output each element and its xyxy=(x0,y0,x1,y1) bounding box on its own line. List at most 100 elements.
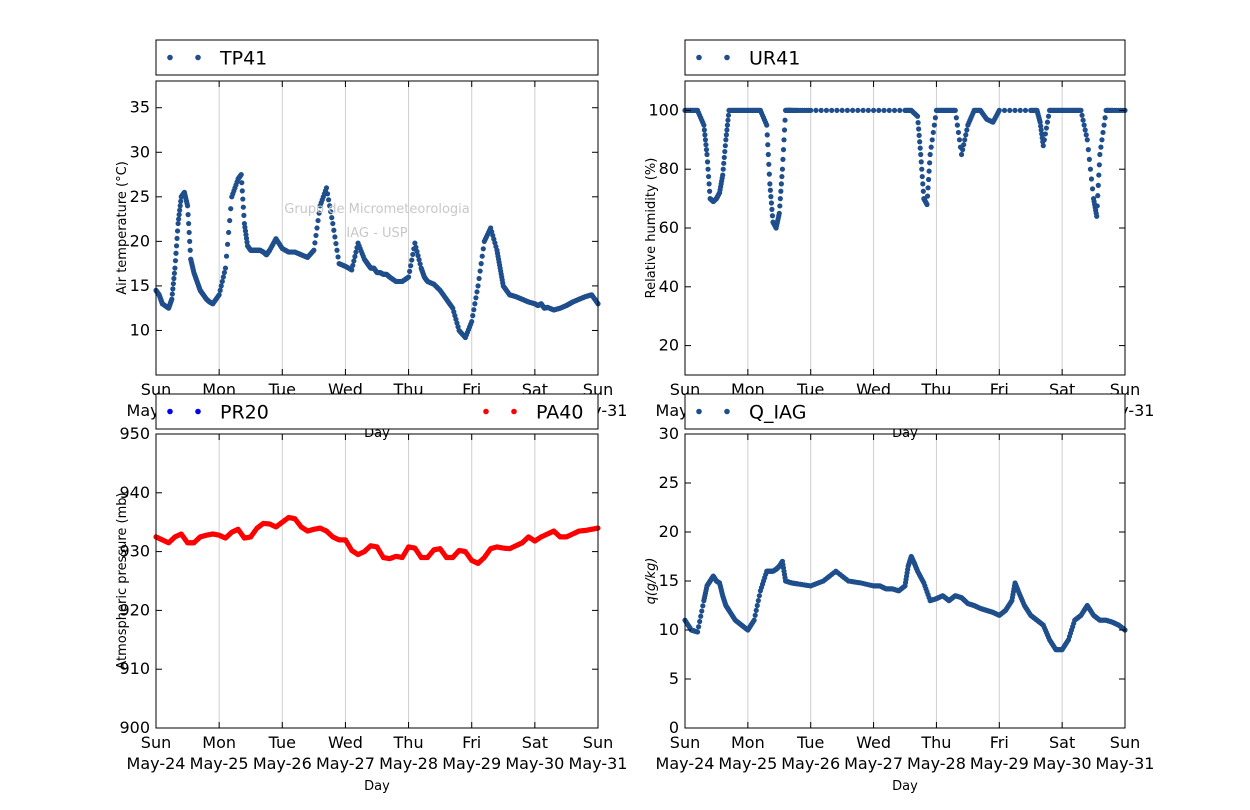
data-point xyxy=(924,193,931,199)
legend-marker xyxy=(696,408,702,415)
data-point xyxy=(331,227,337,233)
watermark-line-2: IAG - USP xyxy=(346,226,407,241)
data-point xyxy=(917,145,923,151)
data-point xyxy=(1044,119,1051,125)
data-point xyxy=(221,269,228,276)
legend-marker xyxy=(511,408,517,415)
data-point xyxy=(754,602,760,609)
y-tick-label: 25 xyxy=(659,473,679,492)
data-point xyxy=(918,159,924,165)
data-point xyxy=(239,188,245,194)
data-point xyxy=(694,629,701,635)
data-point xyxy=(722,143,728,149)
data-point xyxy=(917,139,923,145)
legend-2: UR41 xyxy=(684,39,1126,76)
data-point xyxy=(928,144,934,150)
data-point xyxy=(725,117,731,123)
data-point xyxy=(929,137,935,143)
data-point xyxy=(1100,129,1106,136)
data-point xyxy=(323,185,330,191)
data-point xyxy=(916,126,922,132)
data-point xyxy=(778,188,784,194)
data-point xyxy=(223,253,230,259)
x-tick-date: May-24 xyxy=(127,754,186,773)
data-point xyxy=(844,107,850,113)
data-point xyxy=(1099,137,1105,143)
data-point xyxy=(780,147,787,153)
data-point xyxy=(829,107,835,113)
data-point xyxy=(769,213,776,219)
data-point xyxy=(1086,156,1092,162)
series-ur41 xyxy=(682,107,1128,231)
data-point xyxy=(1101,122,1107,128)
data-point xyxy=(480,246,486,252)
data-point xyxy=(172,258,179,264)
data-point xyxy=(779,166,786,172)
data-point xyxy=(171,270,178,276)
data-point xyxy=(170,281,176,287)
y-tick-label: 30 xyxy=(130,142,150,161)
data-point xyxy=(780,156,786,162)
data-point xyxy=(176,212,182,218)
data-point xyxy=(996,107,1002,113)
data-point xyxy=(312,240,318,246)
data-point xyxy=(823,107,830,113)
data-point xyxy=(1095,182,1101,188)
data-point xyxy=(766,171,772,177)
data-point xyxy=(334,247,340,253)
data-point xyxy=(1102,115,1108,121)
x-tick-date: May-26 xyxy=(781,754,840,773)
data-point xyxy=(350,262,356,269)
data-point xyxy=(1039,131,1045,137)
data-point xyxy=(956,137,963,143)
subplot-4: 0 5 10 15 20 25 30 Sun May-24 Mon May-25 Tue May-26 W… xyxy=(644,424,1154,794)
data-point xyxy=(931,122,937,128)
data-point xyxy=(765,151,771,158)
data-point xyxy=(313,232,319,239)
legend-marker xyxy=(195,408,201,415)
data-point xyxy=(764,122,770,128)
data-point xyxy=(721,154,727,161)
data-point xyxy=(927,151,933,158)
data-point xyxy=(919,166,925,172)
data-point xyxy=(916,132,922,138)
data-point xyxy=(351,258,357,264)
data-point xyxy=(479,253,485,259)
legend-label: PA40 xyxy=(536,402,583,424)
series-q-iag xyxy=(682,553,1128,653)
data-point xyxy=(228,206,234,212)
data-point xyxy=(706,181,712,187)
watermark-line-1: Grupo de Micrometeorologia xyxy=(284,202,470,217)
data-point xyxy=(698,613,704,619)
data-point xyxy=(766,161,772,167)
data-point xyxy=(1037,119,1043,125)
x-axis-label: Day xyxy=(892,779,918,794)
legend-label: Q_IAG xyxy=(749,402,806,424)
data-point xyxy=(926,168,932,174)
data-point xyxy=(1017,107,1023,113)
data-point xyxy=(813,107,819,113)
data-point xyxy=(475,283,481,289)
data-point xyxy=(1084,137,1090,143)
data-point xyxy=(839,107,845,113)
data-point xyxy=(723,137,729,143)
data-point xyxy=(850,107,856,113)
x-tick-day: Wed xyxy=(328,733,363,752)
data-point xyxy=(327,203,333,209)
data-point xyxy=(316,210,322,216)
data-point xyxy=(173,250,179,256)
data-point xyxy=(702,137,709,143)
data-point xyxy=(751,617,757,623)
data-point xyxy=(1096,162,1102,168)
data-point xyxy=(1041,137,1047,143)
data-point xyxy=(756,593,762,599)
data-point xyxy=(781,137,787,143)
axes-frame xyxy=(155,433,599,729)
data-point xyxy=(920,181,926,187)
data-point xyxy=(1088,176,1095,182)
x-tick-day: Thu xyxy=(393,733,424,752)
data-point xyxy=(704,159,711,165)
data-point xyxy=(1042,131,1048,137)
legend-marker xyxy=(483,408,489,415)
